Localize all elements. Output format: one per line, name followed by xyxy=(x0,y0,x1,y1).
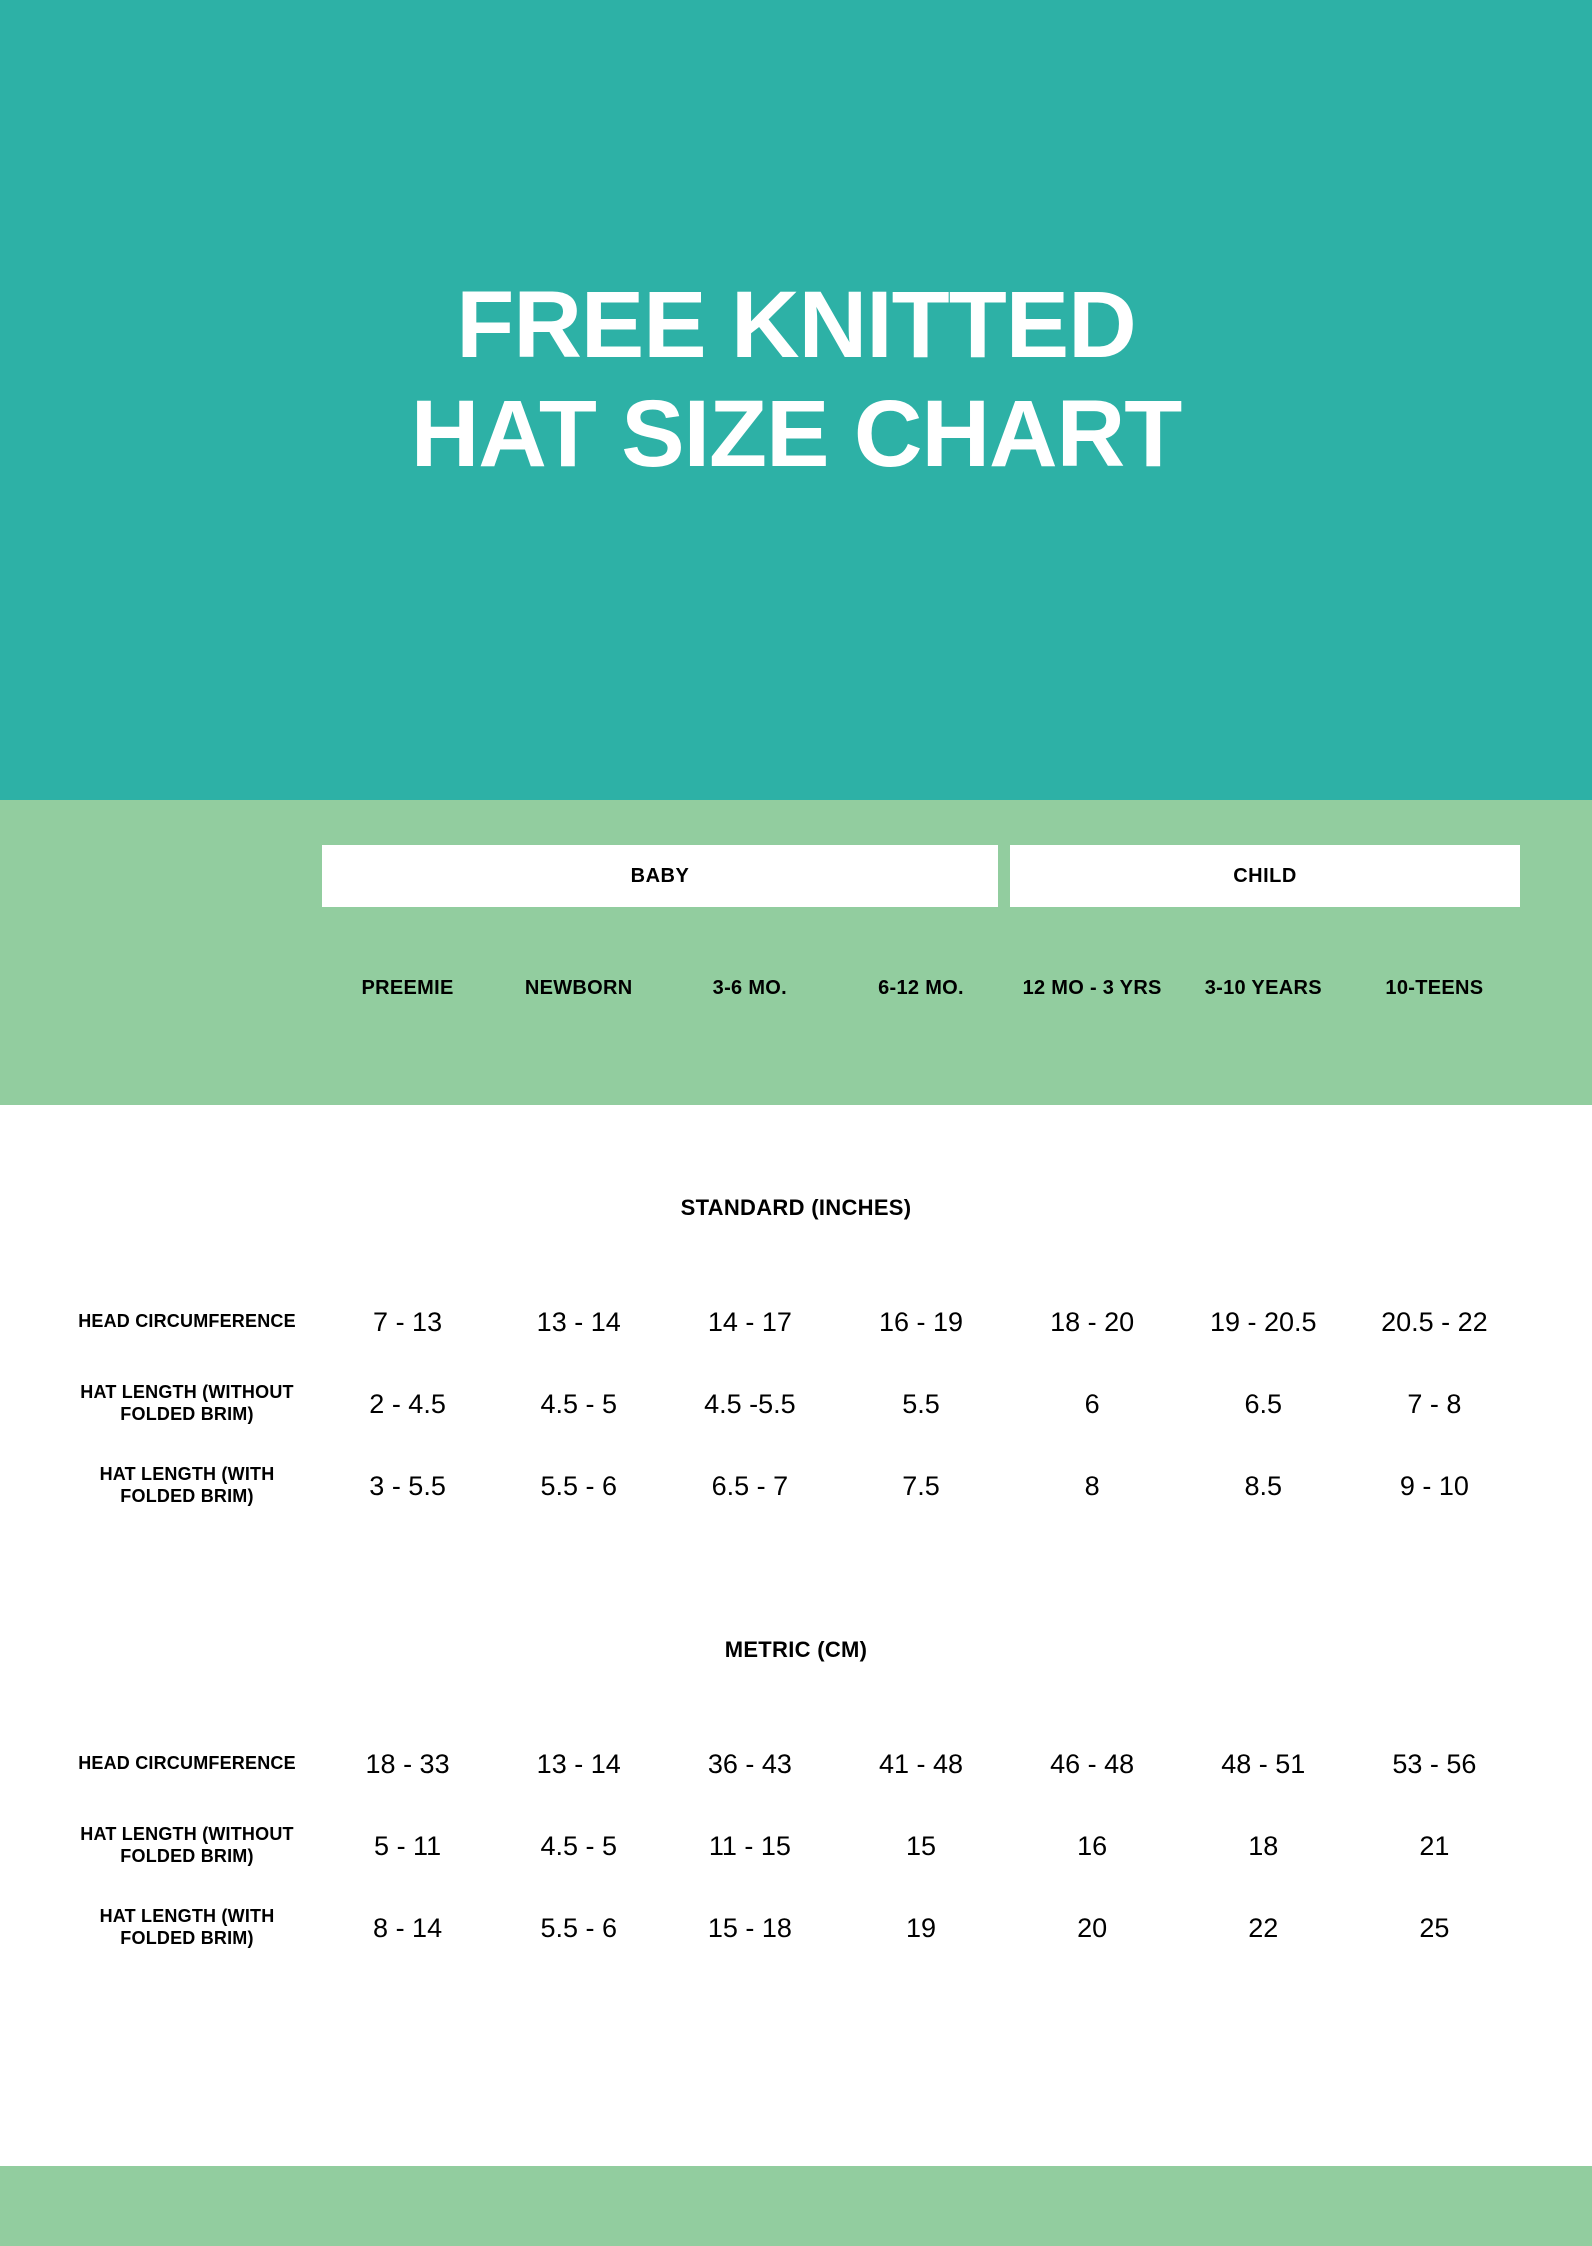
cell: 9 - 10 xyxy=(1349,1471,1520,1502)
age-preemie: PREEMIE xyxy=(322,977,493,1000)
group-baby: BABY xyxy=(322,845,998,907)
table-row: HAT LENGTH (WITH FOLDED BRIM) 8 - 14 5.5… xyxy=(72,1887,1520,1969)
table-row: HEAD CIRCUMFERENCE 18 - 33 13 - 14 36 - … xyxy=(72,1723,1520,1805)
cell: 8 - 14 xyxy=(322,1913,493,1944)
row-label-hat-len-w-std: HAT LENGTH (WITH FOLDED BRIM) xyxy=(72,1464,322,1507)
cell: 48 - 51 xyxy=(1178,1749,1349,1780)
footer-band xyxy=(0,2166,1592,2246)
cell: 18 - 20 xyxy=(1007,1307,1178,1338)
row-label-hat-len-wo-met: HAT LENGTH (WITHOUT FOLDED BRIM) xyxy=(72,1824,322,1867)
cell: 8 xyxy=(1007,1471,1178,1502)
sub-header-band: BABY CHILD PREEMIE NEWBORN 3-6 MO. 6-12 … xyxy=(0,800,1592,1105)
cell: 14 - 17 xyxy=(664,1307,835,1338)
cell: 16 xyxy=(1007,1831,1178,1862)
age-labels-row: PREEMIE NEWBORN 3-6 MO. 6-12 MO. 12 MO -… xyxy=(72,977,1520,1000)
cell: 2 - 4.5 xyxy=(322,1389,493,1420)
cell: 7 - 8 xyxy=(1349,1389,1520,1420)
cell: 15 - 18 xyxy=(664,1913,835,1944)
title-line-1: FREE KNITTED xyxy=(456,272,1135,378)
age-spacer xyxy=(72,977,322,1000)
cell: 41 - 48 xyxy=(835,1749,1006,1780)
table-row: HAT LENGTH (WITHOUT FOLDED BRIM) 5 - 11 … xyxy=(72,1805,1520,1887)
cell: 7.5 xyxy=(835,1471,1006,1502)
cell: 4.5 - 5 xyxy=(493,1389,664,1420)
cell: 46 - 48 xyxy=(1007,1749,1178,1780)
cell: 22 xyxy=(1178,1913,1349,1944)
group-child: CHILD xyxy=(1010,845,1520,907)
cell: 19 - 20.5 xyxy=(1178,1307,1349,1338)
row-label-hat-len-wo-std: HAT LENGTH (WITHOUT FOLDED BRIM) xyxy=(72,1382,322,1425)
section-standard-title: STANDARD (INCHES) xyxy=(72,1195,1520,1221)
group-gap xyxy=(998,845,1010,907)
cell: 13 - 14 xyxy=(493,1749,664,1780)
cell: 7 - 13 xyxy=(322,1307,493,1338)
cell: 4.5 -5.5 xyxy=(664,1389,835,1420)
chart-page: FREE KNITTED HAT SIZE CHART BABY CHILD P… xyxy=(0,0,1592,2246)
chart-title: FREE KNITTED HAT SIZE CHART xyxy=(411,271,1182,490)
cell: 36 - 43 xyxy=(664,1749,835,1780)
age-12mo-3yrs: 12 MO - 3 YRS xyxy=(1007,977,1178,1000)
cell: 4.5 - 5 xyxy=(493,1831,664,1862)
cell: 25 xyxy=(1349,1913,1520,1944)
header-band: FREE KNITTED HAT SIZE CHART xyxy=(0,0,1592,800)
table-row: HAT LENGTH (WITHOUT FOLDED BRIM) 2 - 4.5… xyxy=(72,1363,1520,1445)
cell: 18 - 33 xyxy=(322,1749,493,1780)
chart-body: STANDARD (INCHES) HEAD CIRCUMFERENCE 7 -… xyxy=(0,1105,1592,2166)
row-label-head-circ-std: HEAD CIRCUMFERENCE xyxy=(72,1311,322,1333)
cell: 15 xyxy=(835,1831,1006,1862)
cell: 11 - 15 xyxy=(664,1831,835,1862)
age-group-row: BABY CHILD xyxy=(322,845,1520,907)
cell: 18 xyxy=(1178,1831,1349,1862)
age-newborn: NEWBORN xyxy=(493,977,664,1000)
cell: 5 - 11 xyxy=(322,1831,493,1862)
cell: 3 - 5.5 xyxy=(322,1471,493,1502)
cell: 19 xyxy=(835,1913,1006,1944)
table-row: HEAD CIRCUMFERENCE 7 - 13 13 - 14 14 - 1… xyxy=(72,1281,1520,1363)
cell: 5.5 xyxy=(835,1389,1006,1420)
age-10-teens: 10-TEENS xyxy=(1349,977,1520,1000)
title-line-2: HAT SIZE CHART xyxy=(411,381,1182,487)
cell: 5.5 - 6 xyxy=(493,1471,664,1502)
cell: 53 - 56 xyxy=(1349,1749,1520,1780)
cell: 6 xyxy=(1007,1389,1178,1420)
cell: 13 - 14 xyxy=(493,1307,664,1338)
age-3-6mo: 3-6 MO. xyxy=(664,977,835,1000)
cell: 16 - 19 xyxy=(835,1307,1006,1338)
section-metric-title: METRIC (CM) xyxy=(72,1637,1520,1663)
cell: 8.5 xyxy=(1178,1471,1349,1502)
cell: 5.5 - 6 xyxy=(493,1913,664,1944)
cell: 21 xyxy=(1349,1831,1520,1862)
row-label-head-circ-met: HEAD CIRCUMFERENCE xyxy=(72,1753,322,1775)
age-6-12mo: 6-12 MO. xyxy=(835,977,1006,1000)
row-label-hat-len-w-met: HAT LENGTH (WITH FOLDED BRIM) xyxy=(72,1906,322,1949)
cell: 6.5 xyxy=(1178,1389,1349,1420)
age-3-10yrs: 3-10 YEARS xyxy=(1178,977,1349,1000)
cell: 6.5 - 7 xyxy=(664,1471,835,1502)
cell: 20.5 - 22 xyxy=(1349,1307,1520,1338)
table-row: HAT LENGTH (WITH FOLDED BRIM) 3 - 5.5 5.… xyxy=(72,1445,1520,1527)
cell: 20 xyxy=(1007,1913,1178,1944)
